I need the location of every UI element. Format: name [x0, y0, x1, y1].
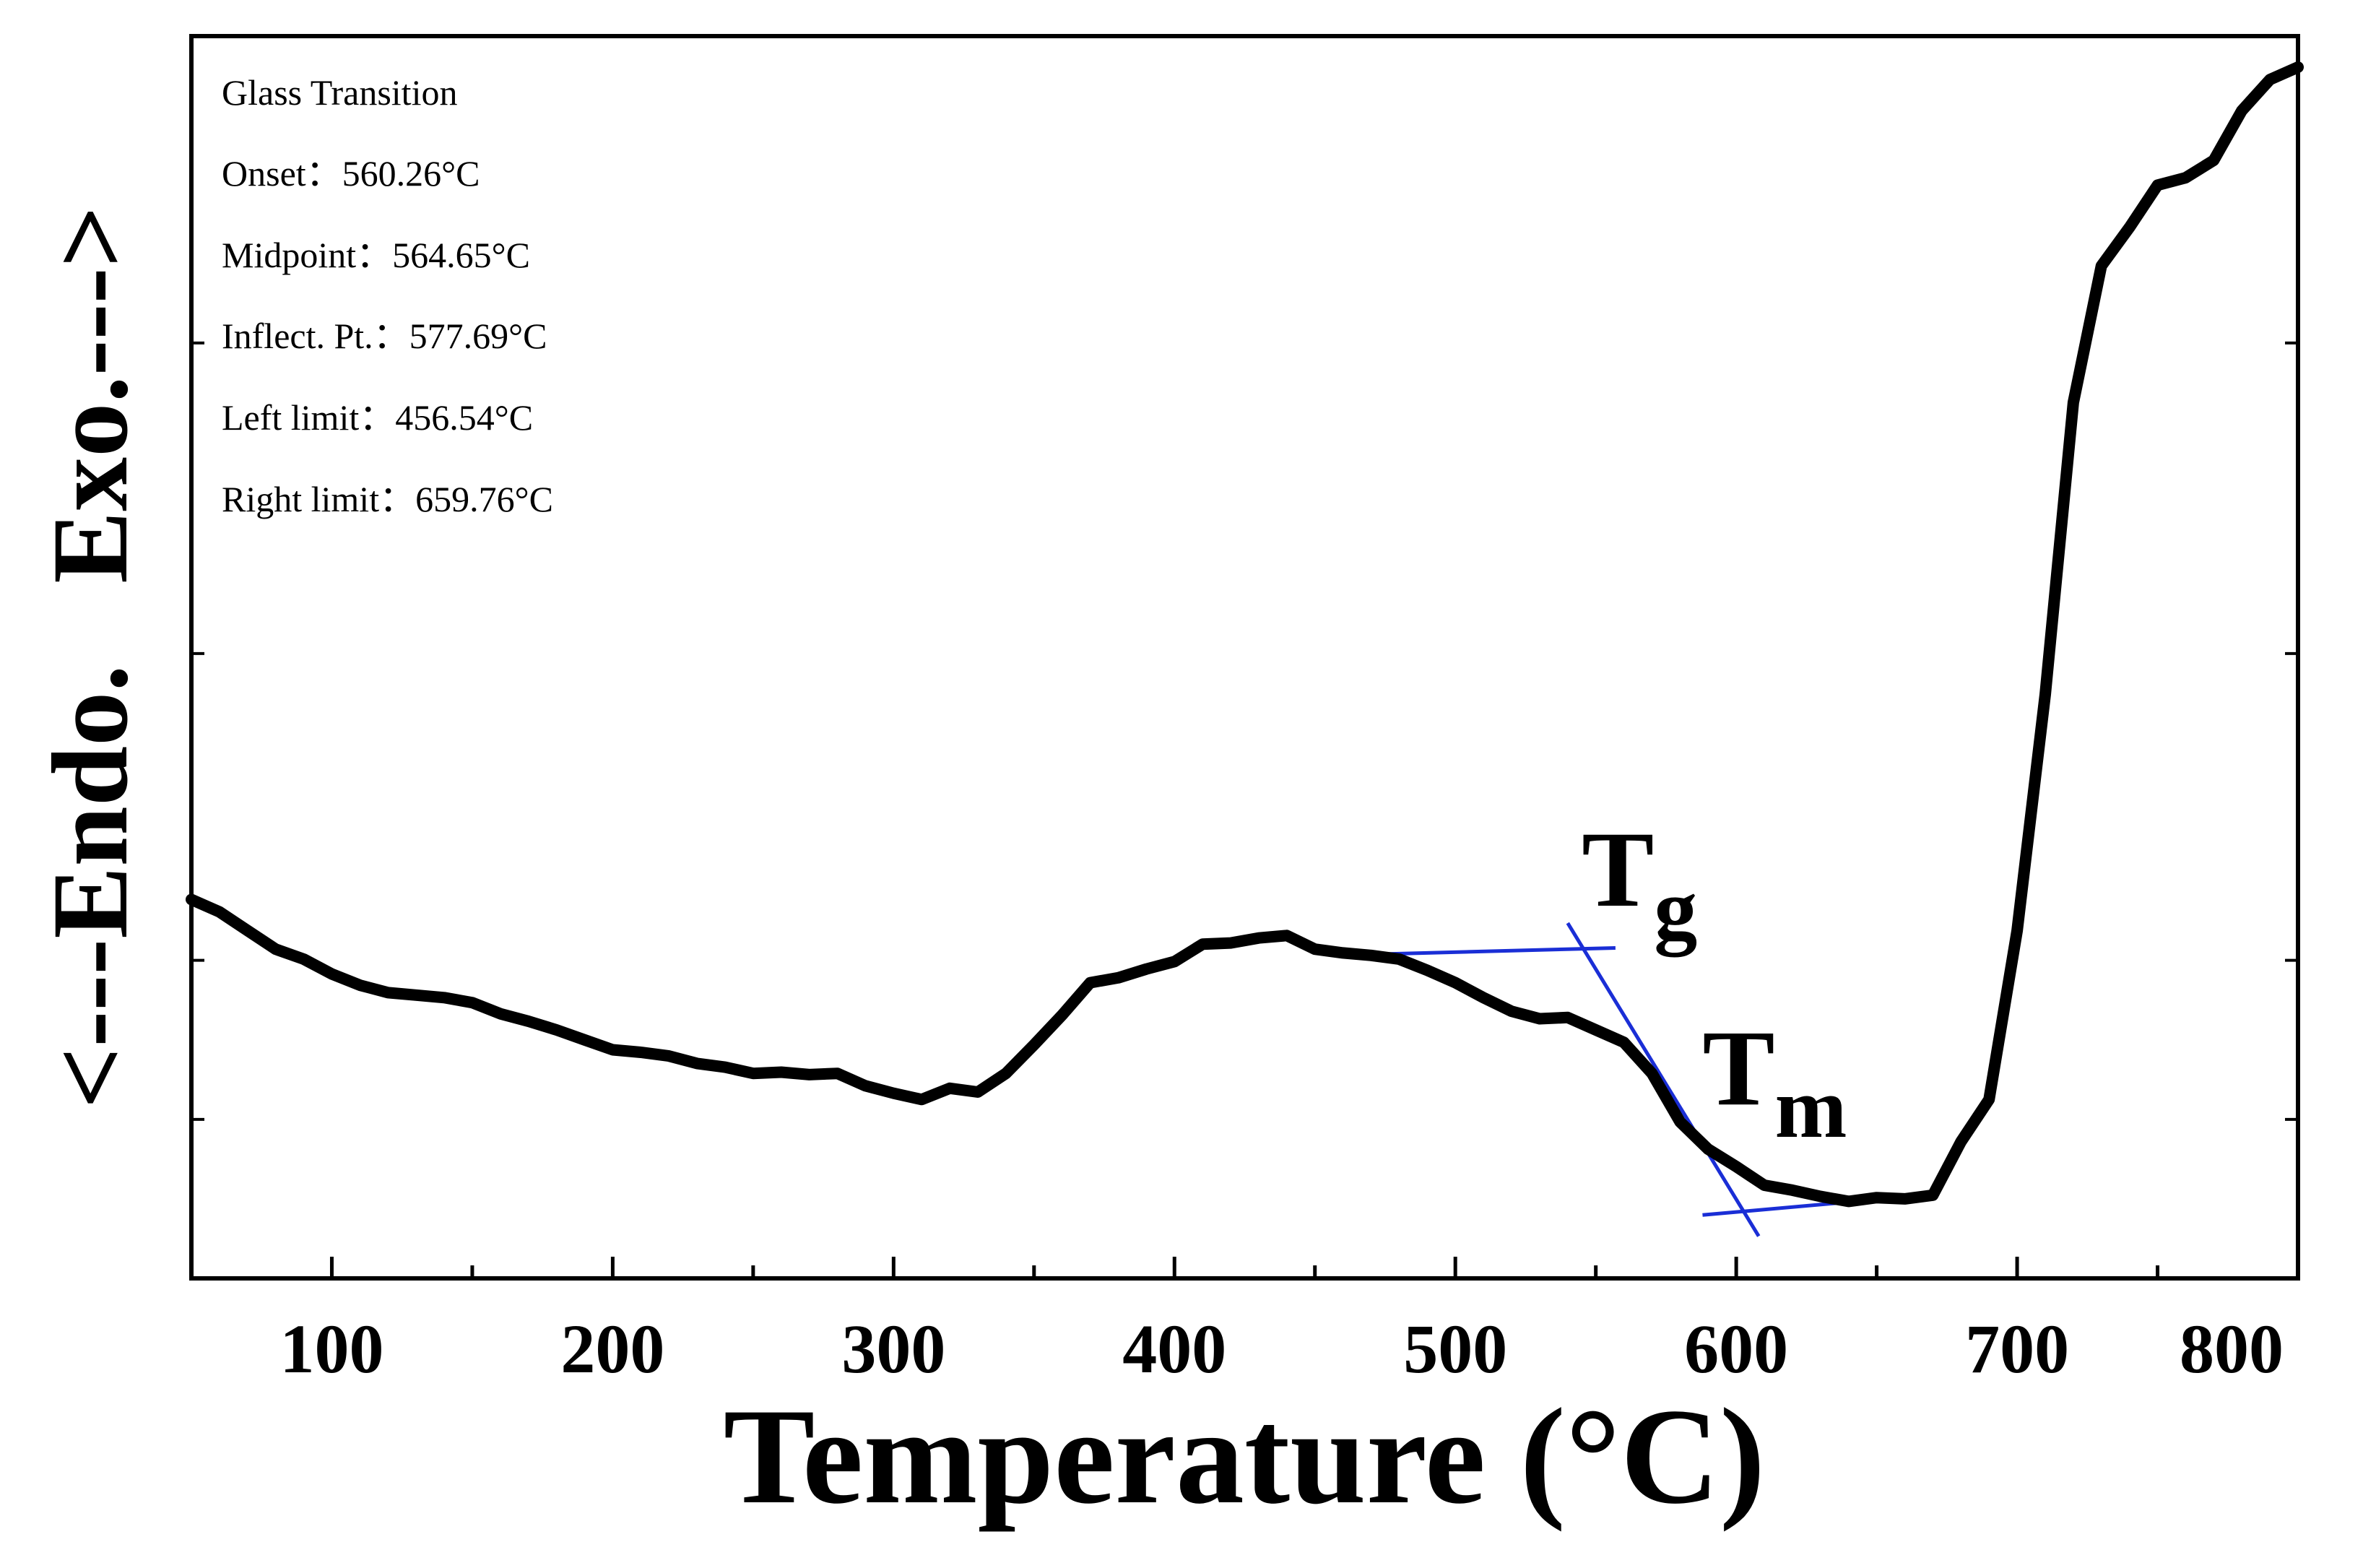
annotation-3: Inflect. Pt.：577.69°C	[222, 316, 547, 356]
x-tick-label: 700	[1965, 1310, 2069, 1387]
annotation-4: Left limit：456.54°C	[222, 397, 533, 438]
annotation-5: Right limit：659.76°C	[222, 479, 553, 519]
plot-frame	[189, 34, 2300, 1281]
annotation-1: Onset：560.26°C	[222, 153, 480, 194]
x-tick-label: 600	[1684, 1310, 1788, 1387]
x-axis-ticks: 100 200 300 400 500 600 700 800	[189, 1257, 2300, 1387]
y-axis-ticks	[191, 341, 2298, 1121]
annotation-2: Midpoint：564.65°C	[222, 235, 530, 275]
marker-Tm: Tm	[1702, 1008, 1847, 1156]
x-tick-label: 800	[2180, 1310, 2284, 1387]
x-tick-label: 300	[841, 1310, 945, 1387]
dsc-curve	[186, 61, 2304, 1208]
x-tick-label: 400	[1122, 1310, 1226, 1387]
marker-Tg: Tg	[1582, 810, 1697, 958]
x-tick-label: 200	[560, 1310, 664, 1387]
annotation-0: Glass Transition	[222, 72, 457, 113]
y-axis-title: <---Endo. Exo.--->	[30, 206, 150, 1109]
x-tick-label: 100	[279, 1310, 383, 1387]
tangent-line-1	[1566, 922, 1761, 1237]
x-axis-title: Temperature (°C)	[724, 1381, 1766, 1533]
glass-transition-info: Glass Transition Onset：560.26°C Midpoint…	[222, 72, 553, 519]
x-tick-label: 500	[1403, 1310, 1507, 1387]
